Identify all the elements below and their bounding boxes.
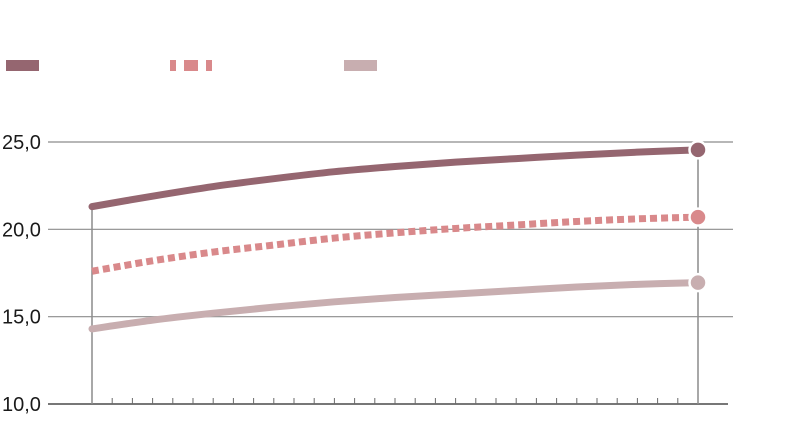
series-endpoint-3 <box>688 272 708 293</box>
y-tick-label: 15,0 <box>2 307 41 329</box>
y-tick-label: 10,0 <box>2 394 41 416</box>
series-endpoints <box>688 140 708 293</box>
series-line-2 <box>91 213 699 275</box>
legend-swatch-2 <box>170 60 176 71</box>
legend-swatch-3 <box>344 60 377 71</box>
vertical-reference-lines <box>91 142 699 404</box>
x-axis <box>48 398 728 405</box>
series-lines <box>88 146 702 333</box>
series-endpoint-1 <box>688 140 708 160</box>
series-endpoint-2 <box>688 207 708 227</box>
legend-swatch-1 <box>6 60 39 71</box>
series-line-3 <box>88 279 702 333</box>
legend-swatch-2 <box>206 60 212 71</box>
y-axis-tick-labels: 10,0 15,0 20,0 25,0 <box>2 132 41 416</box>
y-tick-label: 25,0 <box>2 132 41 154</box>
legend-swatch-2 <box>184 60 198 71</box>
series-line-1 <box>88 146 702 211</box>
y-tick-label: 20,0 <box>2 219 41 241</box>
legend <box>6 60 377 71</box>
